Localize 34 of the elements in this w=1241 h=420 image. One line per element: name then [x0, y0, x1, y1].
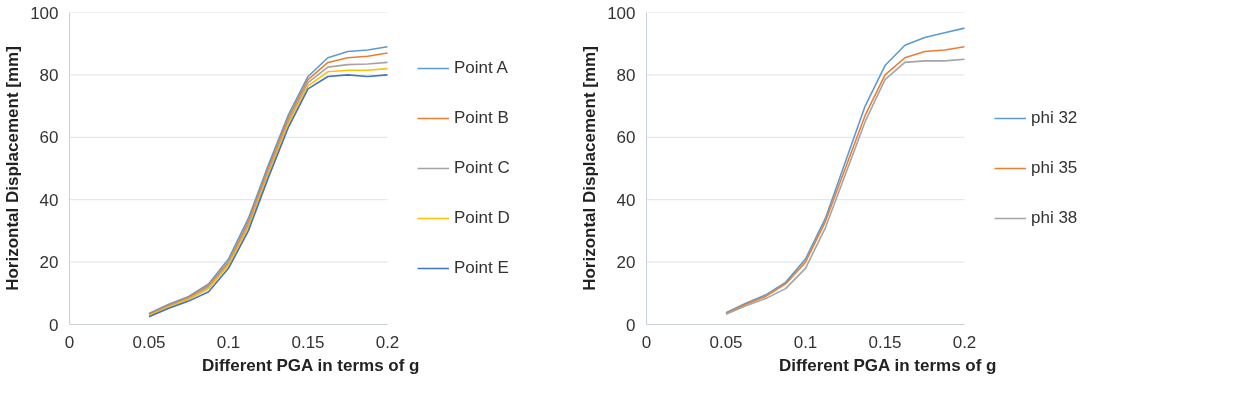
- y-tick-label: 60: [39, 128, 59, 148]
- x-tick-label: 0.1: [793, 332, 818, 352]
- x-tick-label: 0.05: [709, 332, 743, 352]
- y-tick-label: 80: [616, 65, 636, 85]
- x-tick-label: 0: [641, 332, 652, 352]
- legend-label: Point D: [454, 208, 510, 228]
- legend-label: Point C: [454, 158, 510, 178]
- legend-label: Point A: [454, 58, 508, 78]
- x-axis-title: Different PGA in terms of g: [201, 355, 420, 375]
- y-tick-label: 100: [30, 3, 59, 23]
- legend-label: Point E: [454, 258, 509, 278]
- y-tick-label: 20: [616, 253, 636, 273]
- y-tick-label: 0: [49, 315, 59, 335]
- x-tick-label: 0.1: [216, 332, 241, 352]
- y-tick-label: 100: [607, 3, 636, 23]
- y-tick-label: 40: [39, 190, 59, 210]
- y-tick-label: 0: [626, 315, 636, 335]
- y-tick-label: 80: [39, 65, 59, 85]
- x-tick-label: 0.15: [291, 332, 325, 352]
- y-tick-label: 40: [616, 190, 636, 210]
- x-tick-label: 0.15: [868, 332, 902, 352]
- y-axis-title: Horizontal Displacement [mm]: [3, 46, 23, 291]
- legend-label: phi 38: [1031, 208, 1078, 228]
- x-axis-title: Different PGA in terms of g: [778, 355, 997, 375]
- y-axis-title: Horizontal Displacement [mm]: [580, 46, 600, 291]
- x-tick-label: 0.2: [375, 332, 400, 352]
- legend-label: phi 35: [1031, 158, 1078, 178]
- x-tick-label: 0: [64, 332, 75, 352]
- legend-label: Point B: [454, 108, 509, 128]
- y-tick-label: 20: [39, 253, 59, 273]
- x-tick-label: 0.2: [952, 332, 977, 352]
- legend-label: phi 32: [1031, 108, 1078, 128]
- y-tick-label: 60: [616, 128, 636, 148]
- x-tick-label: 0.05: [132, 332, 166, 352]
